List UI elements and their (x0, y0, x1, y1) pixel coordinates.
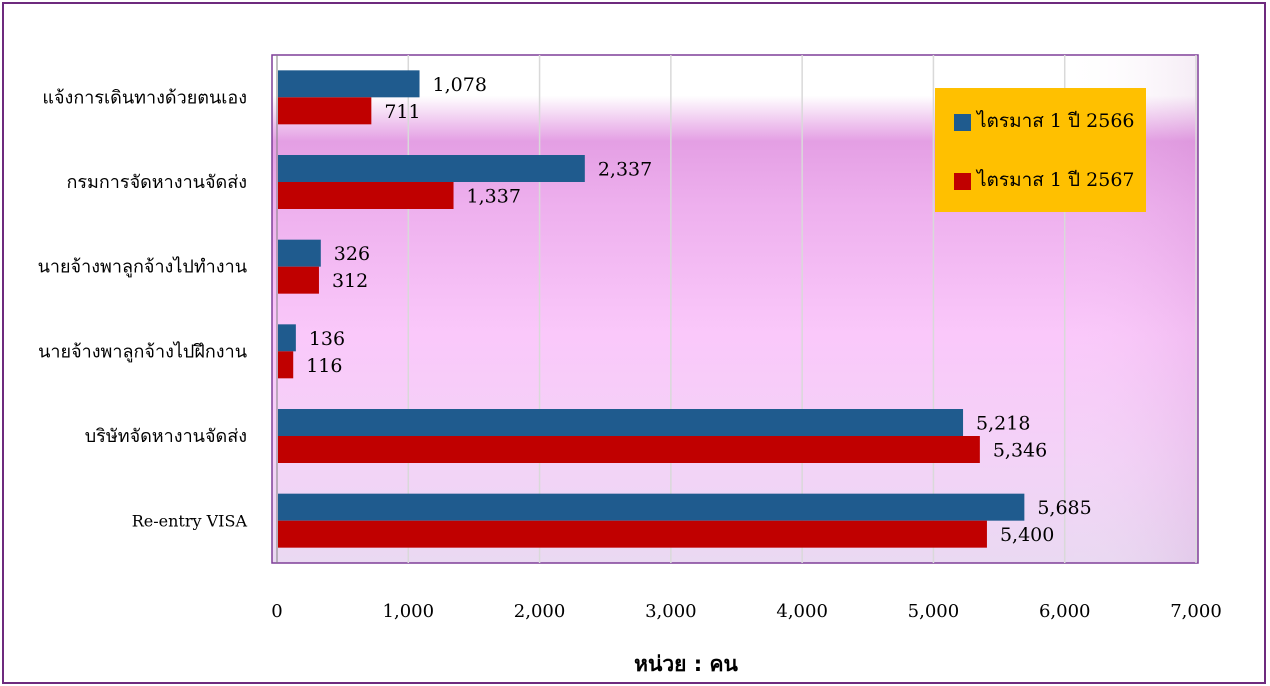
category-label: บริษัทจัดหางานจัดส่ง (85, 426, 247, 447)
legend-label-series-1: ไตรมาส 1 ปี 2566 (975, 110, 1135, 132)
bar-series-1 (278, 324, 296, 352)
x-tick-labels-group: 0 1,000 2,000 3,000 4,000 5,000 6,000 7,000 (271, 601, 1221, 622)
value-labels-group: 1,078 711 2,337 1,337 326 312 136 116 5,218 5,346… (306, 74, 1092, 546)
bar-series-1 (278, 493, 1025, 521)
bar-series-2 (278, 182, 454, 209)
bar-value-label: 1,337 (467, 186, 521, 208)
bar-value-label: 5,400 (1000, 524, 1054, 546)
legend-swatch-series-1 (954, 114, 971, 131)
bar-series-1 (278, 155, 585, 182)
bars-group (278, 70, 1025, 548)
bar-series-2 (278, 436, 980, 463)
bar-value-label: 1,078 (433, 74, 487, 96)
legend-swatch-series-2 (954, 173, 971, 190)
bar-value-label: 312 (332, 270, 368, 292)
bar-series-2 (278, 520, 987, 548)
bar-series-2 (278, 266, 319, 294)
bar-value-label: 5,346 (993, 440, 1047, 462)
bar-value-label: 116 (306, 355, 342, 377)
bar-value-label: 711 (384, 101, 420, 123)
legend-label-series-2: ไตรมาส 1 ปี 2567 (975, 169, 1135, 191)
bar-series-1 (278, 409, 964, 436)
legend-box (935, 88, 1146, 212)
x-tick-label: 4,000 (776, 601, 828, 622)
bar-value-label: 5,685 (1037, 497, 1091, 519)
bar-series-2 (278, 97, 372, 125)
bar-series-2 (278, 351, 294, 379)
x-tick-label: 1,000 (383, 601, 435, 622)
x-tick-label: 2,000 (514, 601, 566, 622)
category-label: นายจ้างพาลูกจ้างไปทำงาน (38, 256, 247, 278)
bar-value-label: 326 (334, 243, 370, 265)
bar-value-label: 5,218 (976, 413, 1030, 435)
category-labels-group: แจ้งการเดินทางด้วยตนเองกรมการจัดหางานจัด… (38, 87, 248, 530)
bar-value-label: 136 (309, 328, 345, 350)
category-label: แจ้งการเดินทางด้วยตนเอง (42, 87, 247, 108)
x-tick-label: 0 (271, 601, 282, 622)
bar-value-label: 2,337 (598, 159, 652, 181)
x-tick-label: 3,000 (645, 601, 697, 622)
bar-series-1 (278, 239, 321, 267)
legend: ไตรมาส 1 ปี 2566 ไตรมาส 1 ปี 2567 (935, 88, 1146, 212)
category-label: Re-entry VISA (132, 512, 248, 531)
bar-chart: 1,078 711 2,337 1,337 326 312 136 116 5,218 5,346… (38, 54, 1222, 676)
x-tick-label: 5,000 (908, 601, 960, 622)
bar-series-1 (278, 70, 420, 98)
category-label: กรมการจัดหางานจัดส่ง (66, 172, 247, 193)
x-tick-label: 6,000 (1039, 601, 1091, 622)
x-tick-label: 7,000 (1170, 601, 1222, 622)
x-axis-title: หน่วย : คน (634, 652, 738, 676)
category-label: นายจ้างพาลูกจ้างไปฝึกงาน (38, 340, 247, 362)
